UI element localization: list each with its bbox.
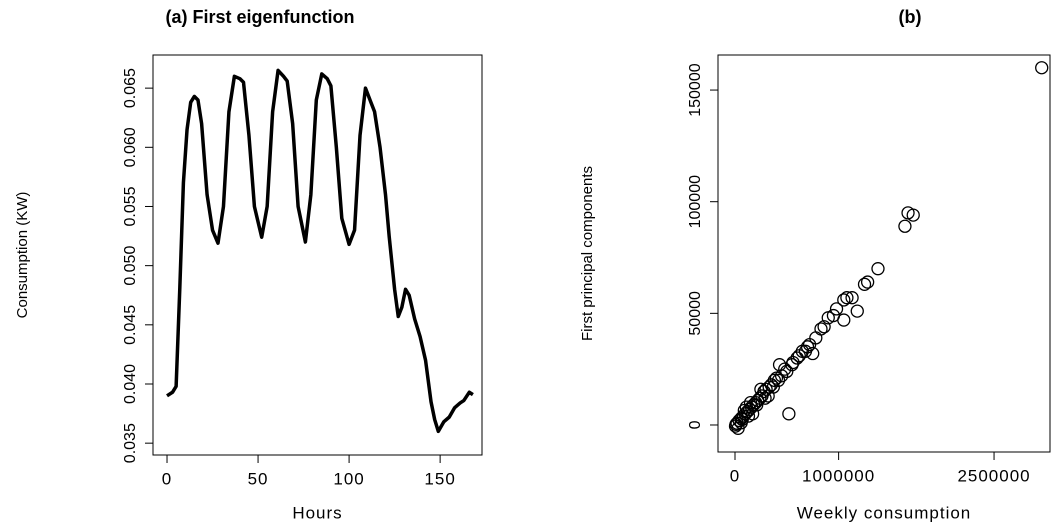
y-tick-label: 0.035 [122,423,139,463]
point [817,320,831,334]
y-axis-label: First principal components [579,166,596,341]
point [767,373,782,387]
point [871,262,885,276]
point [790,351,804,365]
point [795,344,809,358]
y-tick-label: 100000 [687,175,704,228]
x-axis-label: Weekly consumption [797,503,972,522]
y-tick-label: 0.060 [122,127,139,167]
y-tick-label: 0.040 [122,364,139,404]
point [780,364,794,379]
y-tick-label: 150000 [687,63,704,116]
point [759,382,773,396]
point [771,373,786,387]
y-tick-label: 0.065 [122,68,139,108]
point [745,407,760,421]
point [806,346,820,361]
point [845,291,859,305]
point [850,304,864,318]
line [166,68,474,434]
point [785,358,799,372]
chart-title: (a) First eigenfunction [166,7,355,27]
point [735,412,749,427]
y-tick-label: 0.045 [122,305,139,345]
x-axis-label: Hours [292,503,342,522]
point [754,382,768,396]
x-tick-label: 0 [730,466,740,485]
point [860,275,875,289]
point [840,291,854,305]
x-tick-label: 50 [248,469,269,488]
point [778,362,792,376]
point [772,358,787,372]
point [829,302,844,316]
point [802,337,817,352]
x-tick-label: 0 [162,469,172,488]
point [731,421,745,435]
plot-box [152,54,483,456]
chart-title: (b) [899,7,922,27]
x-tick-label: 150 [424,469,455,488]
plot-box [717,54,1051,453]
point [769,371,784,385]
y-axis-label: Consumption (KW) [14,192,31,319]
point [750,398,764,412]
x-tick-label: 1000000 [802,466,875,485]
y-tick-label: 0 [687,420,704,429]
point [1035,61,1049,75]
point [782,407,796,421]
point [814,322,828,336]
point [857,277,872,291]
point [837,313,851,327]
y-tick-label: 50000 [687,291,704,336]
point [798,344,813,358]
point [906,208,920,222]
y-tick-label: 0.055 [122,186,139,226]
point [766,380,780,394]
point [837,293,851,307]
x-tick-label: 2500000 [957,466,1030,485]
point [898,219,912,233]
x-tick-label: 100 [333,469,364,488]
point [758,391,772,405]
y-tick-label: 0.050 [122,246,139,286]
